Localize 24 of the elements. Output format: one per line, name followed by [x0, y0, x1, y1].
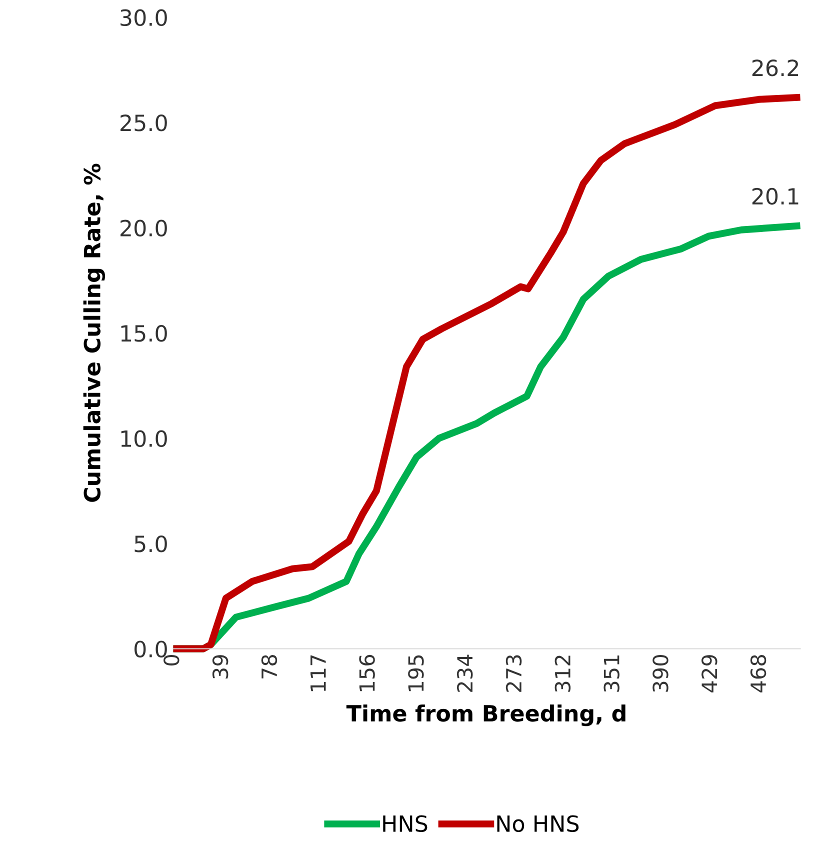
legend-label: No HNS [497, 815, 579, 832]
x-tick-label: 429 [702, 655, 718, 692]
y-tick-label: 10.0 [121, 430, 167, 448]
y-tick-label: 25.0 [120, 114, 167, 132]
y-tick-label: 15.0 [121, 324, 167, 342]
y-axis-title: Cumulative Culling Rate, % [83, 164, 106, 502]
x-tick-label: 78 [261, 655, 278, 678]
x-tick-label: 468 [750, 655, 766, 692]
x-tick-label: 156 [359, 654, 375, 692]
x-tick-label: 390 [652, 654, 668, 692]
annotation: 20.1 [752, 188, 798, 205]
y-tick-label: 5.0 [134, 535, 167, 552]
x-tick-label: 39 [212, 655, 228, 679]
y-tick-label: 20.0 [120, 220, 167, 237]
x-tick-label: 234 [456, 654, 473, 692]
x-tick-label: 312 [554, 656, 571, 692]
x-tick-label: 195 [408, 655, 424, 692]
x-tick-label: 117 [310, 655, 326, 692]
legend-label: HNS [383, 815, 428, 832]
y-tick-label: 30.0 [120, 9, 167, 26]
x-tick-label: 273 [506, 655, 522, 692]
x-axis-title: Time from Breeding, d [346, 704, 626, 726]
x-tick-label: 351 [604, 656, 620, 692]
annotation: 26.2 [752, 60, 798, 76]
